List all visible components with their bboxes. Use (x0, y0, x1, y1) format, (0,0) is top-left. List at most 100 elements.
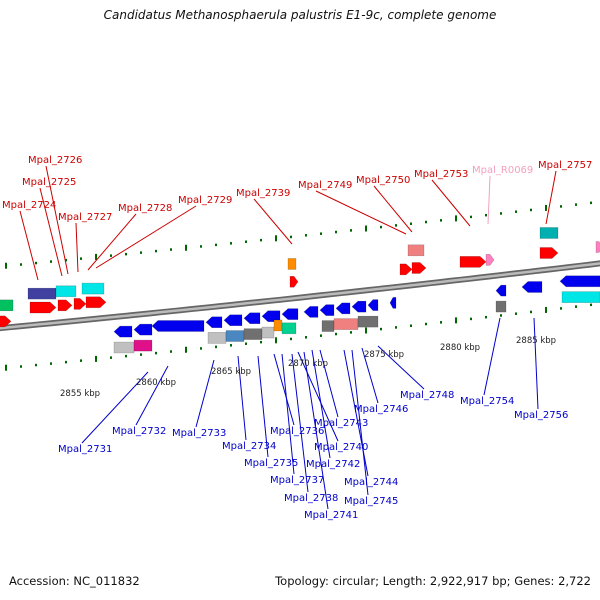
gene-arrow-reverse (319, 304, 335, 316)
outer-tick-ring-tick (95, 253, 97, 260)
leader-line-top (19, 210, 39, 281)
inner-tick-ring-tick (320, 334, 322, 337)
leader-line-bottom (303, 351, 329, 510)
gene-arrow-reverse (335, 302, 351, 315)
gene-arrow-reverse (281, 308, 299, 320)
gene-arrow-reverse (223, 314, 243, 327)
inner-tick-ring-tick (245, 342, 247, 345)
gene-block-orange (287, 258, 297, 270)
outer-tick-ring-tick (545, 204, 547, 211)
gene-label-bottom: Mpal_2734 (222, 441, 276, 452)
gene-label-top: Mpal_2739 (236, 188, 290, 199)
gene-arrow-reverse (133, 323, 153, 336)
gene-label-bottom: Mpal_2732 (112, 426, 166, 437)
outer-tick-ring-tick (35, 261, 37, 265)
gene-arrow-forward (289, 275, 299, 288)
inner-tick-ring-tick (365, 327, 367, 334)
gene-arrow-forward (0, 315, 12, 328)
inner-tick-ring-tick (50, 362, 52, 365)
outer-tick-ring-tick (20, 263, 22, 266)
genome-summary-text: Topology: circular; Length: 2,922,917 bp… (275, 574, 591, 588)
inner-tick-ring-tick (290, 337, 292, 341)
gene-block-teal (539, 227, 559, 239)
outer-tick-ring-tick (380, 225, 382, 229)
outer-tick-ring-tick (455, 215, 457, 222)
page-title: Candidatus Methanosphaerula palustris E1… (103, 8, 497, 22)
inner-tick-ring-tick (485, 315, 487, 319)
inner-tick-ring-tick (5, 364, 7, 371)
inner-tick-ring-tick (110, 356, 112, 359)
kbp-tick-label: 2855 kbp (60, 389, 100, 399)
gene-arrow-forward (57, 299, 73, 312)
gene-label-bottom: Mpal_2738 (284, 493, 338, 504)
inner-tick-ring-tick (335, 332, 337, 336)
leader-line-top (545, 170, 557, 225)
gene-block-purple (27, 287, 57, 300)
gene-block-orange (273, 319, 283, 332)
outer-tick-ring-tick (530, 208, 532, 212)
gene-arrow-rna (595, 241, 600, 253)
leader-line-bottom (273, 353, 295, 426)
inner-tick-ring-tick (230, 344, 232, 347)
outer-tick-ring-tick (410, 222, 412, 225)
outer-tick-ring-tick (170, 248, 172, 251)
gene-label-bottom: Mpal_2733 (172, 428, 226, 439)
leader-line-bottom (311, 349, 331, 459)
kbp-tick-label: 2875 kbp (364, 350, 404, 360)
gene-label-top: Mpal_2749 (298, 180, 352, 191)
outer-tick-ring-tick (215, 243, 217, 247)
leader-line-bottom (81, 371, 149, 444)
gene-block-salmon (407, 244, 425, 257)
leader-line-bottom (257, 355, 269, 458)
gene-arrow-reverse (243, 312, 261, 325)
gene-block-cyan (81, 282, 105, 295)
gene-label-bottom: Mpal_2740 (314, 442, 368, 453)
outer-tick-ring-tick (500, 212, 502, 215)
outer-tick-ring-tick (560, 205, 562, 208)
kbp-tick-label: 2885 kbp (516, 336, 556, 346)
inner-tick-ring-tick (455, 317, 457, 324)
outer-tick-ring-tick (515, 210, 517, 213)
gene-label-top: Mpal_2728 (118, 203, 172, 214)
outer-tick-ring-tick (470, 215, 472, 219)
gene-block-green (0, 299, 14, 312)
gene-label-bottom: Mpal_2746 (354, 404, 408, 415)
gene-arrow-reverse (303, 306, 319, 318)
outer-tick-ring-tick (260, 238, 262, 242)
inner-tick-ring-tick (425, 322, 427, 326)
outer-tick-ring-tick (65, 258, 67, 262)
gene-label-bottom: Mpal_2754 (460, 396, 514, 407)
gene-label-bottom: Mpal_2744 (344, 477, 398, 488)
outer-tick-ring-tick (575, 203, 577, 206)
outer-tick-ring-tick (125, 252, 127, 256)
inner-tick-ring-tick (140, 353, 142, 356)
gene-block-grey (261, 326, 275, 339)
gene-arrow-reverse (113, 325, 133, 338)
outer-tick-ring-tick (275, 235, 277, 242)
gene-label-top: Mpal_2726 (28, 155, 82, 166)
inner-tick-ring-tick (590, 303, 592, 307)
gene-label-bottom: Mpal_2745 (344, 496, 398, 507)
gene-arrow-reverse (495, 284, 507, 297)
kbp-tick-label: 2865 kbp (211, 367, 251, 377)
inner-tick-ring-tick (440, 321, 442, 324)
inner-tick-ring-tick (155, 351, 157, 355)
inner-tick-ring-tick (395, 326, 397, 329)
leader-line-top (45, 165, 69, 275)
outer-tick-ring-tick (110, 254, 112, 257)
leader-line-top (95, 205, 197, 269)
outer-tick-ring-tick (245, 240, 247, 243)
outer-tick-ring-tick (305, 234, 307, 237)
leader-line-top (39, 187, 63, 277)
gene-arrow-reverse (367, 299, 379, 311)
inner-tick-ring-tick (530, 310, 532, 314)
outer-tick-ring-tick (290, 235, 292, 239)
inner-tick-ring-tick (260, 340, 262, 344)
gene-label-top: Mpal_2725 (22, 177, 76, 188)
gene-label-bottom: Mpal_2737 (270, 475, 324, 486)
gene-label-bottom: Mpal_2743 (314, 418, 368, 429)
inner-tick-ring-tick (575, 305, 577, 308)
gene-block-cyan (55, 285, 77, 298)
leader-line-bottom (533, 317, 539, 410)
